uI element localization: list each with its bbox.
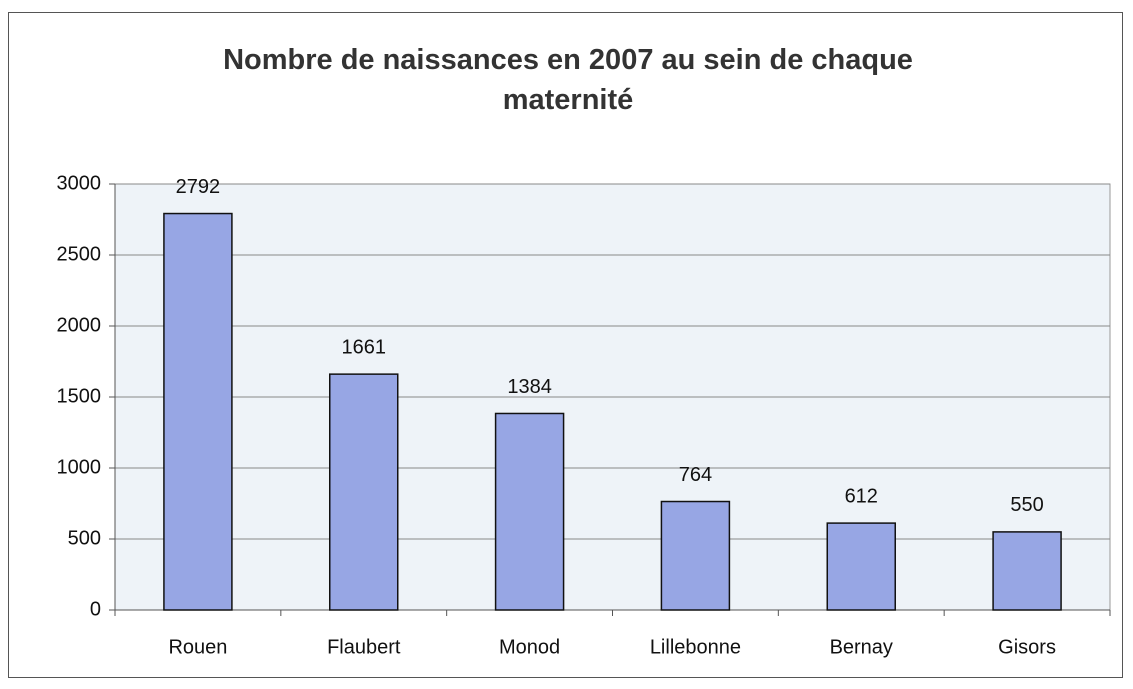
data-label: 1384 — [507, 376, 552, 398]
data-label: 2792 — [176, 176, 221, 198]
bar — [826, 522, 896, 611]
data-label: 1661 — [342, 336, 387, 358]
x-tick-label: Bernay — [830, 636, 893, 658]
chart-frame — [8, 12, 1123, 678]
y-tick-label: 0 — [90, 598, 101, 620]
y-tick-label: 1500 — [57, 385, 102, 407]
x-tick-label: Rouen — [168, 636, 227, 658]
data-label: 612 — [845, 485, 878, 507]
y-tick-label: 2500 — [57, 243, 102, 265]
bar — [329, 373, 399, 611]
chart-title: Nombre de naissances en 2007 au sein de … — [223, 44, 913, 116]
y-tick-label: 3000 — [57, 172, 102, 194]
y-tick-label: 1000 — [57, 456, 102, 478]
x-tick-label: Gisors — [998, 636, 1056, 658]
y-tick-label: 500 — [68, 527, 101, 549]
bar — [163, 212, 233, 611]
data-label: 764 — [679, 464, 712, 486]
bar — [494, 412, 565, 611]
x-tick-label: Monod — [499, 636, 560, 658]
x-tick-label: Flaubert — [327, 636, 401, 658]
bar — [660, 500, 731, 611]
y-tick-label: 2000 — [57, 314, 102, 336]
bar — [992, 531, 1062, 611]
data-label: 550 — [1010, 494, 1043, 516]
x-tick-label: Lillebonne — [650, 636, 741, 658]
